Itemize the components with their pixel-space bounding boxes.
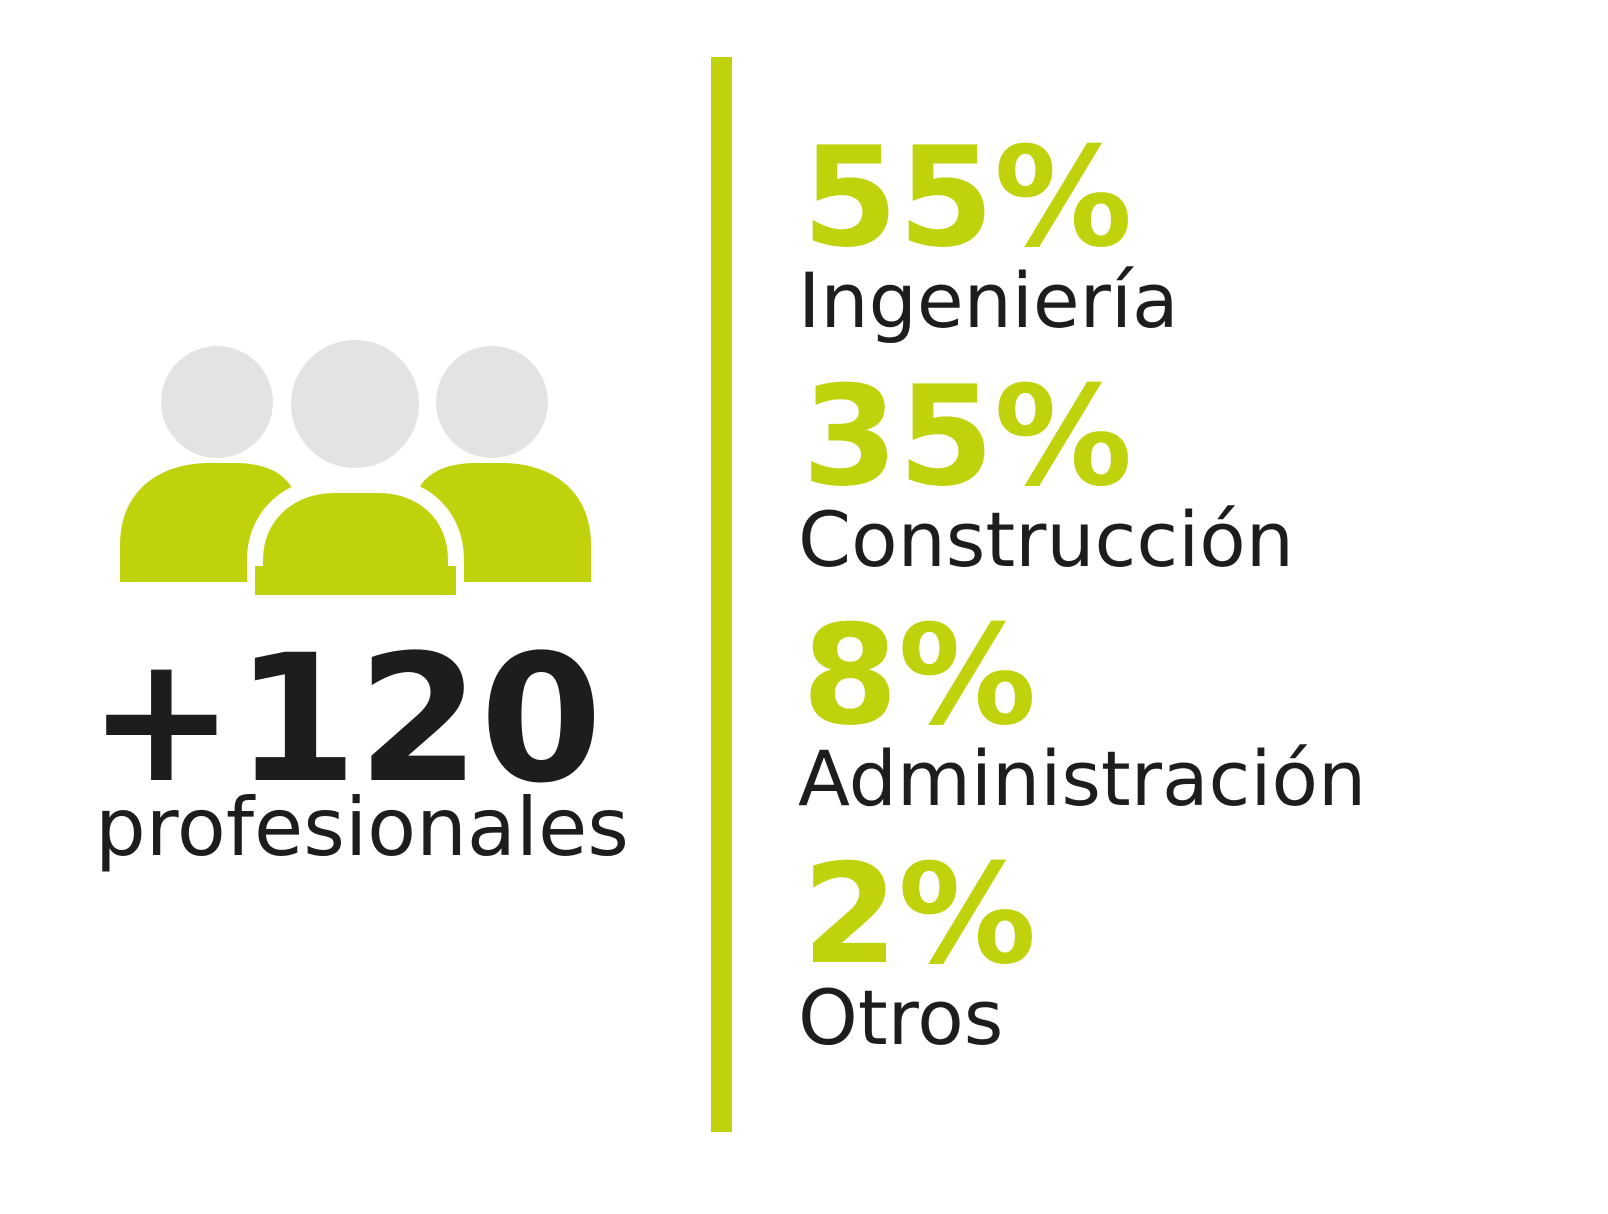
stats-list: 55%Ingeniería 35%Construcción 8%Administra…: [798, 117, 1366, 1062]
head: [436, 346, 548, 458]
stat-percent: 8%: [802, 595, 1036, 756]
stat-label: Administración: [798, 734, 1366, 823]
stat-label: Construcción: [798, 495, 1294, 584]
stat-percent: 35%: [802, 356, 1132, 517]
headline-label: profesionales: [95, 781, 629, 874]
head: [161, 346, 273, 458]
stat-percent: 2%: [802, 834, 1036, 995]
stat-label: Otros: [798, 973, 1003, 1062]
divider: [711, 57, 732, 1132]
stat-percent: 55%: [802, 117, 1132, 278]
head: [291, 340, 419, 468]
headline-number: +120: [88, 617, 603, 822]
people-icon: [120, 340, 591, 608]
stat-label: Ingeniería: [798, 256, 1179, 345]
body-base: [255, 566, 456, 595]
